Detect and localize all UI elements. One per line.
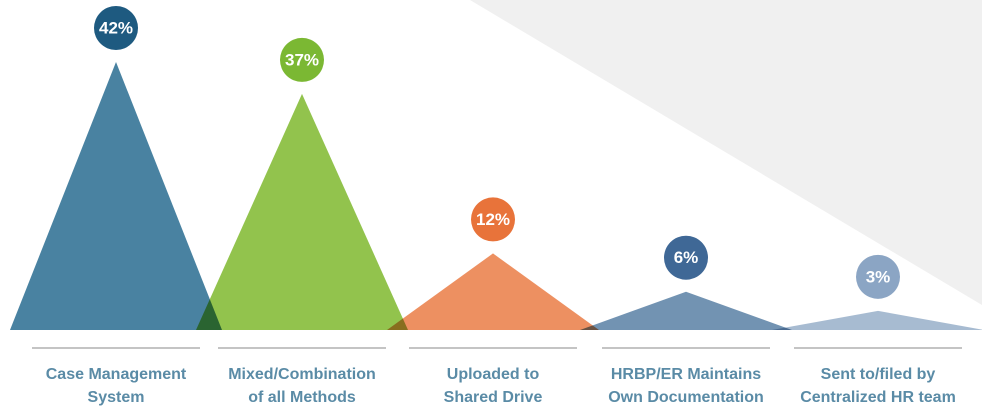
value-label: 6% — [674, 248, 699, 267]
peak — [772, 310, 982, 330]
value-badge — [471, 197, 515, 242]
value-label: 42% — [99, 18, 133, 37]
value-badge — [664, 235, 708, 280]
background-shape — [470, 0, 982, 305]
value-label: 37% — [285, 50, 319, 69]
value-badge — [280, 37, 324, 82]
category-label: Mixed/Combination of all Methods — [228, 366, 376, 406]
peak — [196, 93, 408, 331]
value-label: 12% — [476, 210, 510, 229]
category-label: Uploaded to Shared Drive — [444, 366, 543, 406]
value-label: 3% — [866, 267, 891, 286]
category-label: Sent to/filed by Centralized HR team — [800, 366, 956, 406]
category-label: Case Management System — [46, 366, 187, 406]
peak — [580, 291, 792, 330]
category-label: HRBP/ER Maintains Own Documentation — [608, 366, 764, 406]
peak — [10, 62, 222, 330]
value-badge — [94, 6, 138, 50]
value-badge — [856, 254, 900, 299]
peak — [387, 253, 599, 330]
